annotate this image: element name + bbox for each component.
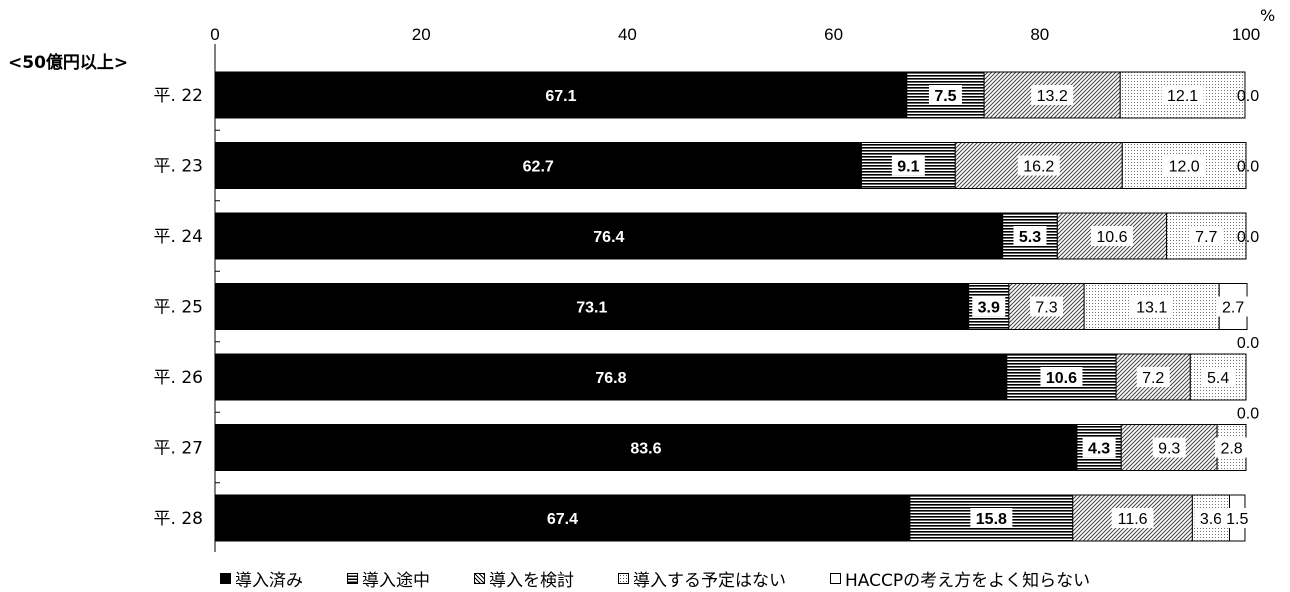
legend-swatch	[474, 573, 485, 584]
category-label: 平. 24	[154, 227, 203, 247]
bar-segment	[214, 494, 911, 542]
data-label-background	[1013, 226, 1047, 246]
data-label: 7.3	[1035, 300, 1057, 317]
data-label: 13.2	[1037, 88, 1068, 105]
x-tick-label: 80	[1030, 25, 1049, 44]
chart-subtitle: <50億円以上>	[8, 53, 129, 73]
data-label: 0.0	[1237, 229, 1259, 246]
data-label: 3.6	[1200, 511, 1222, 528]
data-label-background	[1216, 296, 1250, 317]
data-label-background	[1189, 226, 1223, 246]
data-label: 5.4	[1207, 370, 1229, 387]
x-tick-label: 0	[210, 25, 219, 44]
data-label: 7.5	[934, 88, 956, 105]
bar-segment	[214, 212, 1004, 260]
bar-segment	[1166, 212, 1247, 260]
data-label: 12.1	[1167, 88, 1198, 105]
data-label: 16.2	[1023, 159, 1054, 176]
data-label: 5.3	[1019, 229, 1041, 246]
data-label: 2.7	[1222, 300, 1244, 317]
bar-segment	[214, 424, 1078, 471]
data-label: 9.3	[1158, 441, 1180, 458]
data-label: 0.0	[1237, 335, 1259, 352]
data-label-background	[1201, 367, 1235, 387]
bar-segment	[214, 353, 1008, 401]
x-tick-label: 20	[412, 25, 431, 44]
data-label-background	[1152, 437, 1186, 458]
legend-item: 導入済み	[220, 566, 303, 591]
data-label-background	[1136, 367, 1170, 387]
data-label: 10.6	[1096, 229, 1127, 246]
data-label: 62.7	[523, 159, 554, 176]
category-label: 平. 25	[154, 298, 203, 318]
data-label-background	[1030, 296, 1064, 317]
legend-swatch	[618, 573, 629, 584]
bar-segment	[214, 71, 908, 119]
legend-item: 導入を検討	[474, 566, 574, 591]
data-label: 7.2	[1142, 370, 1164, 387]
data-label: 73.1	[576, 300, 607, 317]
data-label: 10.6	[1046, 370, 1077, 387]
data-label-background	[1111, 508, 1154, 528]
x-tick-label: 100	[1232, 25, 1260, 44]
category-label: 平. 28	[154, 509, 203, 529]
data-label: 0.0	[1237, 159, 1259, 176]
bar-segment	[214, 283, 970, 330]
data-label: 67.4	[547, 511, 578, 528]
data-label-background	[1017, 155, 1060, 176]
x-tick-label: 60	[824, 25, 843, 44]
legend-label: HACCPの考え方をよく知らない	[845, 571, 1091, 591]
data-label-background	[1220, 508, 1254, 528]
category-label: 平. 22	[154, 86, 203, 106]
data-label-background	[1040, 367, 1083, 387]
legend-item: 導入途中	[347, 566, 430, 591]
data-label-background	[1090, 226, 1133, 246]
legend-swatch	[220, 573, 231, 584]
data-label: 0.0	[1237, 406, 1259, 423]
data-label-background	[1194, 508, 1228, 528]
data-label: 9.1	[897, 159, 919, 176]
data-label-background	[1215, 437, 1249, 458]
legend-label: 導入済み	[235, 571, 303, 591]
legend-item: 導入する予定はない	[618, 566, 786, 591]
data-label: 67.1	[545, 88, 576, 105]
data-label: 13.1	[1136, 300, 1167, 317]
data-label-background	[970, 508, 1013, 528]
data-label-background	[1082, 437, 1116, 458]
data-label-background	[928, 85, 962, 105]
x-tick-label: 40	[618, 25, 637, 44]
data-label: 83.6	[630, 441, 661, 458]
legend-item: HACCPの考え方をよく知らない	[830, 566, 1090, 591]
data-label: 76.8	[595, 370, 626, 387]
data-label-background	[891, 155, 925, 176]
data-label-background	[1163, 155, 1206, 176]
data-label-background	[1161, 85, 1204, 105]
data-label: 2.8	[1220, 441, 1242, 458]
data-label-background	[972, 296, 1006, 317]
data-label: 3.9	[978, 300, 1000, 317]
data-label: 7.7	[1195, 229, 1217, 246]
data-label: 12.0	[1169, 159, 1200, 176]
legend-label: 導入途中	[362, 571, 430, 591]
chart-legend: 導入済み 導入途中 導入を検討 導入する予定はない HACCPの考え方をよく知らない	[220, 566, 1134, 591]
data-label: 76.4	[593, 229, 624, 246]
legend-label: 導入を検討	[489, 571, 574, 591]
category-label: 平. 23	[154, 157, 203, 177]
data-label: 1.5	[1226, 511, 1248, 528]
data-label: 4.3	[1088, 441, 1110, 458]
legend-label: 導入する予定はない	[633, 571, 786, 591]
category-label: 平. 27	[154, 439, 203, 459]
data-label: 0.0	[1237, 88, 1259, 105]
data-label: 11.6	[1118, 511, 1148, 528]
data-label-background	[1031, 85, 1074, 105]
data-label-background	[1130, 296, 1173, 317]
legend-swatch	[347, 573, 358, 584]
legend-swatch	[830, 573, 841, 584]
data-label: 15.8	[976, 511, 1007, 528]
category-label: 平. 26	[154, 368, 203, 388]
axis-unit-label: %	[1260, 6, 1276, 25]
